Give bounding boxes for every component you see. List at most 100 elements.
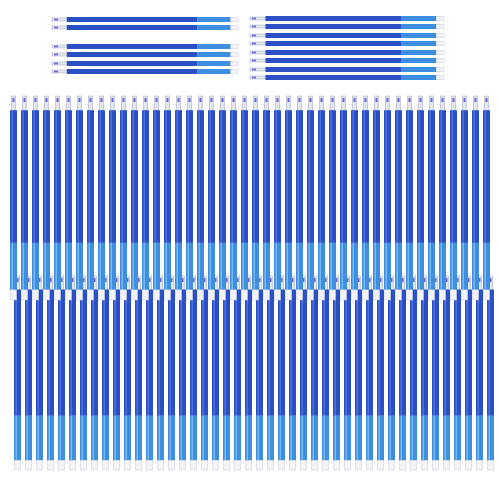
refill-tip-ink (379, 278, 382, 282)
refill-body (362, 110, 369, 243)
refill-body-shine (198, 110, 200, 243)
refill-body-shine (275, 110, 277, 243)
refill (296, 95, 303, 301)
refill (476, 275, 483, 471)
refill-sleeve-shine (257, 415, 259, 461)
refill-body-shine (268, 289, 270, 416)
refill-body (234, 289, 241, 416)
refill (300, 275, 307, 471)
refill-tip-ink (313, 278, 316, 282)
refill-tip-ink (60, 278, 63, 282)
refill-body (54, 110, 61, 243)
refill-body-shine (246, 289, 248, 416)
refill (410, 275, 417, 471)
refill-body-shine (110, 110, 112, 243)
refill-sleeve-shine (312, 415, 314, 461)
refill-sleeve-shine (213, 415, 215, 461)
refill-body-shine (418, 110, 420, 243)
refill-body (265, 24, 402, 29)
refill-sleeve (87, 242, 94, 290)
refill (318, 95, 325, 301)
refill-sleeve (131, 242, 138, 290)
refill-body (265, 75, 402, 80)
refill-sleeve (47, 415, 54, 461)
refill-sleeve (395, 242, 402, 290)
refill-body-shine (330, 110, 332, 243)
refill-sleeve (366, 415, 373, 461)
refill-body-shine (253, 110, 255, 243)
refill-sleeve-shine (165, 242, 167, 290)
refill-body-shine (103, 289, 105, 416)
refill-cap (388, 460, 395, 471)
refill-sleeve (234, 415, 241, 461)
refill-sleeve-shine (121, 242, 123, 290)
refill-tip-ink (232, 98, 235, 102)
refill-cap (190, 460, 197, 471)
refill-sleeve-shine (158, 415, 160, 461)
refill (168, 275, 175, 471)
refill-sleeve (355, 415, 362, 461)
refill-cap (344, 460, 351, 471)
refill-body (384, 110, 391, 243)
refill-tip-ink (148, 278, 151, 282)
refill (355, 275, 362, 471)
refill-body-shine (11, 110, 13, 243)
refill-sleeve-shine (455, 415, 457, 461)
refill-tip-ink (478, 278, 481, 282)
refill-tip-ink (452, 98, 455, 102)
refill-sleeve (197, 17, 231, 22)
refill-tip-ink (155, 98, 158, 102)
refill-body (212, 289, 219, 416)
refill-sleeve (428, 242, 435, 290)
refill-tip-ink (159, 278, 162, 282)
refill-sleeve (25, 415, 32, 461)
refill-tip-ink (104, 278, 107, 282)
refill-body (450, 110, 457, 243)
refill-tip-ink (252, 76, 256, 79)
refill-sleeve-shine (154, 242, 156, 290)
refill-sleeve (410, 415, 417, 461)
refill-sleeve (208, 242, 215, 290)
refill-cap (212, 460, 219, 471)
refill-cap (230, 52, 239, 57)
refill-sleeve (267, 415, 274, 461)
refill-sleeve (340, 242, 347, 290)
refill-body (417, 110, 424, 243)
refill-body (395, 110, 402, 243)
refill-sleeve-shine (246, 415, 248, 461)
refill-sleeve (98, 242, 105, 290)
refill-tip-ink (280, 278, 283, 282)
refill-sleeve-shine (440, 242, 442, 290)
refill-body (265, 50, 402, 55)
refill-tip-ink (23, 98, 26, 102)
refill-sleeve (197, 61, 231, 66)
refill-body-shine (154, 110, 156, 243)
refill-cap (487, 460, 494, 471)
refill-sleeve-shine (466, 415, 468, 461)
refill-sleeve (223, 415, 230, 461)
refill (267, 275, 274, 471)
refill (406, 95, 413, 301)
refill-tip-ink (49, 278, 52, 282)
refill-body (135, 289, 142, 416)
refill-sleeve-shine (136, 415, 138, 461)
refill-body (190, 289, 197, 416)
refill-body-shine (444, 289, 446, 416)
refill-body (487, 289, 494, 416)
refill-sleeve-shine (224, 415, 226, 461)
refill-body (66, 17, 198, 22)
refill-sleeve-shine (147, 415, 149, 461)
refill (344, 275, 351, 471)
refill-body-shine (411, 289, 413, 416)
refill-body (406, 110, 413, 243)
refill-tip-ink (419, 98, 422, 102)
refill-cap (435, 58, 445, 63)
refill-body-shine (440, 110, 442, 243)
refill (252, 95, 259, 301)
refill-body-shine (462, 110, 464, 243)
refill-tip-ink (252, 68, 256, 71)
refill-sleeve-shine (429, 242, 431, 290)
refill-sleeve-shine (114, 415, 116, 461)
refill-tip-ink (489, 278, 492, 282)
refill-body (223, 289, 230, 416)
